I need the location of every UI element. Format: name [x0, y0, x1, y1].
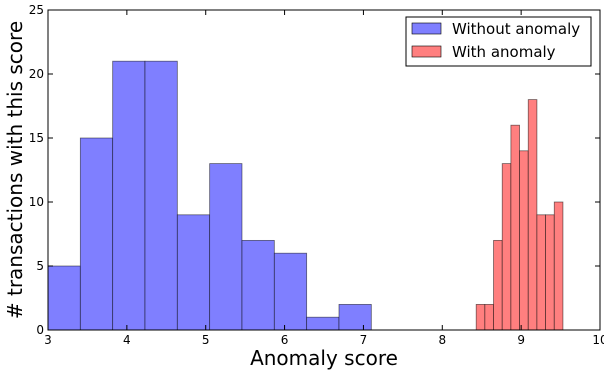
bar-with-anomaly — [545, 214, 555, 331]
x-tick-label: 8 — [438, 333, 446, 347]
x-tick-label: 5 — [202, 333, 210, 347]
bar-without-anomaly — [338, 303, 372, 331]
ticks-layer: 3 4 5 6 7 8 9 10 0 5 10 15 20 25 — [29, 3, 604, 347]
bar-with-anomaly — [493, 239, 503, 331]
legend-swatch-without-anomaly — [411, 22, 442, 35]
bar-without-anomaly — [306, 316, 340, 331]
bar-without-anomaly — [47, 265, 81, 331]
bar-with-anomaly — [527, 99, 538, 331]
x-tick-label: 6 — [281, 333, 289, 347]
bar-without-anomaly — [273, 252, 308, 331]
plot-frame — [47, 9, 601, 331]
x-tick-label: 4 — [123, 333, 131, 347]
legend: Without anomaly With anomaly — [405, 16, 592, 67]
bar-with-anomaly — [553, 201, 564, 331]
bar-without-anomaly — [144, 60, 178, 331]
bar-with-anomaly — [536, 214, 546, 331]
bar-with-anomaly — [475, 303, 486, 331]
bar-with-anomaly — [510, 124, 520, 331]
legend-label-with-anomaly: With anomaly — [452, 43, 556, 61]
bar-with-anomaly — [484, 303, 494, 331]
x-tick-label: 9 — [517, 333, 525, 347]
x-tick-label: 7 — [360, 333, 368, 347]
y-tick-label: 20 — [29, 67, 44, 81]
y-tick-label: 15 — [29, 131, 44, 145]
bar-without-anomaly — [176, 214, 211, 331]
y-tick-label: 25 — [29, 3, 44, 17]
legend-label-without-anomaly: Without anomaly — [452, 20, 580, 38]
x-axis-title: Anomaly score — [250, 346, 398, 370]
y-tick-label: 0 — [36, 323, 44, 337]
y-tick-label: 10 — [29, 195, 44, 209]
bar-without-anomaly — [209, 163, 243, 331]
y-tick-label: 5 — [36, 259, 44, 273]
x-tick-label: 3 — [44, 333, 52, 347]
bar-without-anomaly — [79, 137, 114, 331]
y-axis-title: # transactions with this score — [3, 21, 27, 319]
legend-swatch-with-anomaly — [411, 45, 442, 58]
x-tick-label: 10 — [592, 333, 604, 347]
bar-with-anomaly — [519, 150, 529, 331]
bars-layer — [47, 60, 564, 331]
bar-with-anomaly — [501, 163, 512, 331]
bar-without-anomaly — [241, 239, 275, 331]
bar-without-anomaly — [112, 60, 146, 331]
